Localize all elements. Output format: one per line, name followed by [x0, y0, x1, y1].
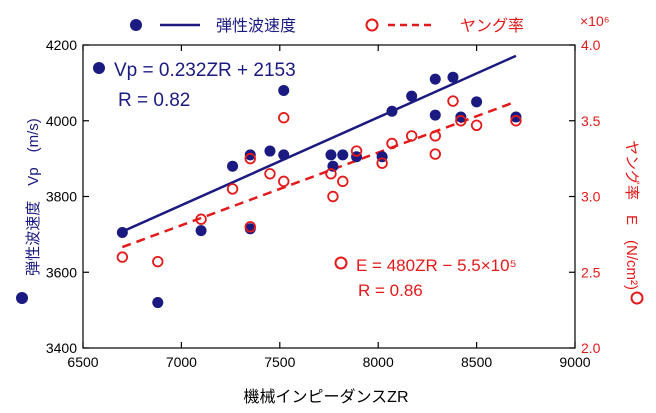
y-axis-right-label: ヤング率 E (N/cm²) [623, 140, 640, 290]
fit-line-velocity [121, 54, 517, 233]
point-velocity [152, 297, 164, 309]
annotation-velocity-r: R = 0.82 [118, 90, 190, 111]
annotation-youngs-r: R = 0.86 [358, 281, 423, 300]
x-tick-label: 7000 [166, 354, 197, 370]
x-axis: 6500 7000 7500 8000 8500 9000 [67, 45, 591, 370]
legend-marker-youngs [365, 18, 379, 32]
point-youngs [386, 137, 398, 150]
point-youngs [226, 183, 239, 195]
y-left-tick-label: 4000 [46, 113, 77, 129]
x-tick-label: 8000 [363, 354, 394, 370]
point-velocity [386, 105, 398, 117]
annotation-youngs-equation: E = 480ZR − 5.5×10⁵ [356, 256, 517, 275]
point-youngs [337, 175, 349, 188]
point-velocity [429, 73, 441, 85]
x-tick-label: 9000 [559, 354, 590, 370]
annotation-velocity-equation: Vp = 0.232ZR + 2153 [114, 60, 296, 81]
point-youngs [264, 168, 276, 180]
point-velocity [447, 71, 459, 83]
y-right-tick-label: 4.0 [581, 37, 601, 53]
annotation-velocity: Vp = 0.232ZR + 2153 R = 0.82 [93, 60, 296, 111]
point-youngs [376, 157, 388, 169]
y-axis-right-label-group: ヤング率 E (N/cm²) ×10⁶ [580, 13, 644, 305]
point-velocity [227, 160, 239, 172]
point-velocity [116, 226, 128, 238]
y-axis-left-label-group: 弾性波速度 Vp (m/s) [16, 118, 42, 304]
x-tick-label: 8500 [461, 354, 492, 370]
point-youngs [327, 190, 339, 203]
point-youngs [470, 119, 483, 131]
point-youngs [429, 130, 441, 142]
legend-label-velocity: 弾性波速度 [216, 17, 296, 35]
point-velocity [264, 145, 276, 157]
y-right-tick-label: 3.5 [581, 113, 601, 129]
y-axis-left-marker [16, 292, 28, 304]
legend: 弾性波速度 ヤング率 [130, 17, 524, 35]
annotation-youngs: E = 480ZR − 5.5×10⁵ R = 0.86 [334, 256, 517, 300]
y-left-tick-label: 3400 [46, 340, 77, 356]
x-tick-label: 7500 [264, 354, 295, 370]
y-axis-left: 3400 3600 3800 4000 4200 [46, 37, 89, 356]
point-youngs [325, 168, 337, 180]
point-velocity [325, 149, 337, 161]
y-right-tick-label: 2.5 [581, 264, 601, 280]
y-axis-right-multiplier: ×10⁶ [580, 13, 610, 29]
annotation-youngs-marker [334, 256, 348, 270]
point-velocity [278, 149, 290, 161]
y-left-tick-label: 3600 [46, 264, 77, 280]
point-velocity [455, 111, 467, 123]
legend-label-youngs: ヤング率 [460, 17, 524, 35]
x-axis-label: 機械インピーダンスZR [243, 388, 408, 406]
x-tick-label: 6500 [67, 354, 98, 370]
point-youngs [244, 221, 256, 233]
point-youngs [152, 255, 164, 268]
point-youngs [350, 145, 363, 157]
point-youngs [510, 115, 522, 127]
y-right-tick-label: 2.0 [581, 340, 601, 356]
fit-line-youngs [121, 100, 517, 249]
point-youngs [278, 112, 290, 124]
y-left-tick-label: 3800 [46, 189, 77, 205]
point-velocity [471, 96, 483, 108]
point-youngs [244, 152, 256, 165]
y-right-tick-label: 3.0 [581, 189, 601, 205]
point-youngs [116, 251, 129, 263]
point-velocity [429, 109, 441, 121]
annotation-velocity-marker [93, 62, 105, 74]
y-axis-right: 2.0 2.5 3.0 3.5 4.0 [569, 37, 601, 356]
y-axis-right-marker [630, 291, 644, 305]
point-youngs [447, 95, 459, 107]
point-velocity [278, 84, 290, 96]
y-left-tick-label: 4200 [46, 37, 77, 53]
point-velocity [244, 149, 256, 161]
point-velocity [510, 111, 522, 123]
point-youngs [429, 148, 441, 160]
point-velocity [406, 90, 418, 102]
point-youngs [455, 115, 467, 127]
data-points [116, 71, 522, 309]
point-velocity [337, 149, 349, 161]
y-axis-left-label: 弾性波速度 Vp (m/s) [25, 118, 42, 276]
point-velocity [195, 225, 207, 237]
point-youngs [405, 130, 418, 142]
fit-lines [121, 54, 517, 249]
point-youngs [195, 213, 207, 225]
point-youngs [278, 175, 290, 188]
legend-marker-velocity [130, 19, 142, 31]
